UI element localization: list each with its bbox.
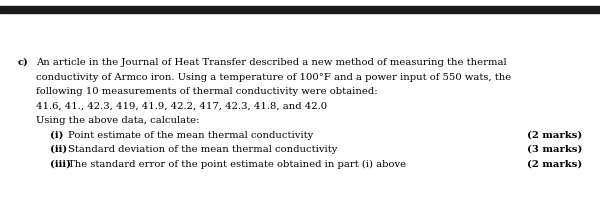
Text: (3 marks): (3 marks) xyxy=(527,145,582,154)
Text: The standard error of the point estimate obtained in part (i) above: The standard error of the point estimate… xyxy=(68,159,406,169)
Bar xyxy=(0,6,600,13)
Text: An article in the Journal of Heat Transfer described a new method of measuring t: An article in the Journal of Heat Transf… xyxy=(36,58,506,67)
Text: Standard deviation of the mean thermal conductivity: Standard deviation of the mean thermal c… xyxy=(68,145,337,154)
Text: 41.6, 41., 42.3, 419, 41.9, 42.2, 417, 42.3, 41.8, and 42.0: 41.6, 41., 42.3, 419, 41.9, 42.2, 417, 4… xyxy=(36,102,327,111)
Text: c): c) xyxy=(18,58,29,67)
Text: conductivity of Armco iron. Using a temperature of 100°F and a power input of 55: conductivity of Armco iron. Using a temp… xyxy=(36,73,511,81)
Text: (2 marks): (2 marks) xyxy=(527,159,582,168)
Text: Point estimate of the mean thermal conductivity: Point estimate of the mean thermal condu… xyxy=(68,130,313,140)
Text: (i): (i) xyxy=(50,130,64,140)
Text: Using the above data, calculate:: Using the above data, calculate: xyxy=(36,116,199,125)
Text: (iii): (iii) xyxy=(50,159,71,168)
Text: (ii): (ii) xyxy=(50,145,67,154)
Text: (2 marks): (2 marks) xyxy=(527,130,582,140)
Text: following 10 measurements of thermal conductivity were obtained:: following 10 measurements of thermal con… xyxy=(36,87,377,96)
